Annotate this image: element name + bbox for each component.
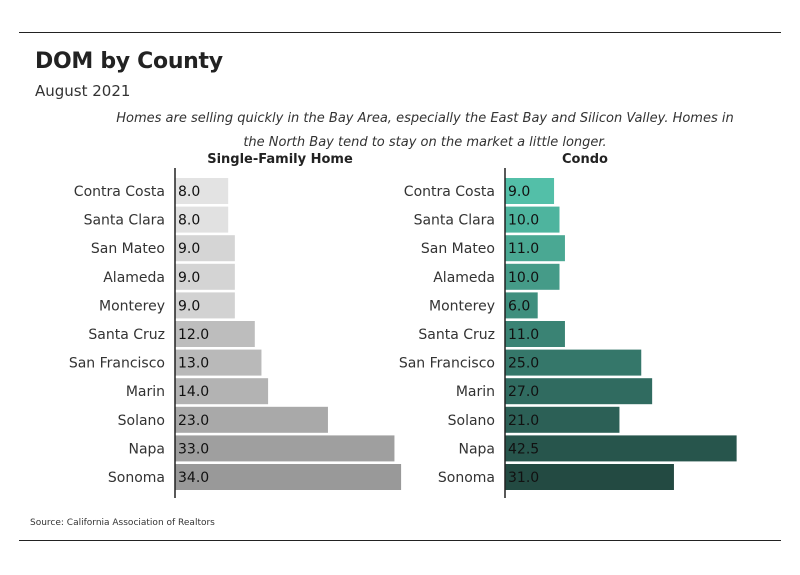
sfh-category-label-monterey: Monterey xyxy=(99,298,165,314)
condo-bar-sonoma xyxy=(505,464,674,490)
source-note: Source: California Association of Realto… xyxy=(30,518,215,528)
sfh-value-label-contra-costa: 8.0 xyxy=(178,184,200,200)
condo-value-label-sonoma: 31.0 xyxy=(508,470,539,486)
condo-bar-santa-clara xyxy=(505,206,560,233)
chart-title: DOM by County xyxy=(35,49,223,74)
sfh-panel-title: Single-Family Home xyxy=(207,152,353,167)
condo-category-label-monterey: Monterey xyxy=(429,298,495,314)
sfh-value-label-marin: 14.0 xyxy=(178,384,209,400)
sfh-bar-santa-cruz xyxy=(175,321,255,347)
sfh-panel: Single-Family Home Contra Costa 8.0 Santa C… xyxy=(69,152,402,498)
sfh-bar-santa-clara xyxy=(175,206,229,233)
condo-category-label-marin: Marin xyxy=(456,384,495,400)
chart-subtitle: August 2021 xyxy=(35,82,131,100)
bottom-rule xyxy=(19,540,781,541)
sfh-bar-san-francisco xyxy=(175,349,262,376)
sfh-value-label-napa: 33.0 xyxy=(178,441,209,457)
sfh-category-label-santa-clara: Santa Clara xyxy=(84,213,165,229)
sfh-value-label-solano: 23.0 xyxy=(178,413,209,429)
condo-value-label-marin: 27.0 xyxy=(508,384,539,400)
sfh-bar-monterey xyxy=(175,292,235,319)
condo-bar-solano xyxy=(505,406,620,433)
sfh-bar-contra-costa xyxy=(175,178,229,204)
sfh-value-label-san-mateo: 9.0 xyxy=(178,241,200,257)
condo-panel: Condo Contra Costa 9.0 Santa Clara 10.0 San M… xyxy=(399,152,737,498)
condo-category-label-santa-clara: Santa Clara xyxy=(414,213,495,229)
sfh-value-label-sonoma: 34.0 xyxy=(178,470,209,486)
condo-panel-title: Condo xyxy=(562,152,608,167)
top-rule xyxy=(19,32,781,33)
sfh-bar-alameda xyxy=(175,263,235,290)
condo-category-label-sonoma: Sonoma xyxy=(438,470,495,486)
sfh-bar-marin xyxy=(175,378,269,405)
condo-value-label-santa-clara: 10.0 xyxy=(508,213,539,229)
sfh-category-label-contra-costa: Contra Costa xyxy=(74,184,165,200)
condo-category-label-alameda: Alameda xyxy=(433,270,495,286)
sfh-bar-napa xyxy=(175,435,395,462)
condo-bar-napa xyxy=(505,435,737,462)
sfh-category-label-san-francisco: San Francisco xyxy=(69,356,165,372)
condo-value-label-santa-cruz: 11.0 xyxy=(508,327,539,343)
sfh-category-label-san-mateo: San Mateo xyxy=(91,241,165,257)
condo-bar-alameda xyxy=(505,263,560,290)
condo-bar-monterey xyxy=(505,292,538,319)
condo-category-label-solano: Solano xyxy=(448,413,495,429)
condo-value-label-san-mateo: 11.0 xyxy=(508,241,539,257)
sfh-value-label-santa-clara: 8.0 xyxy=(178,213,200,229)
condo-category-label-san-mateo: San Mateo xyxy=(421,241,495,257)
sfh-bar-san-mateo xyxy=(175,235,235,262)
condo-value-label-napa: 42.5 xyxy=(508,441,539,457)
condo-bar-san-mateo xyxy=(505,235,565,262)
sfh-value-label-santa-cruz: 12.0 xyxy=(178,327,209,343)
sfh-category-label-marin: Marin xyxy=(126,384,165,400)
condo-bar-santa-cruz xyxy=(505,321,565,347)
condo-value-label-monterey: 6.0 xyxy=(508,298,530,314)
sfh-value-label-alameda: 9.0 xyxy=(178,270,200,286)
condo-bar-san-francisco xyxy=(505,349,642,376)
sfh-value-label-monterey: 9.0 xyxy=(178,298,200,314)
sfh-category-label-napa: Napa xyxy=(128,441,165,457)
condo-value-label-solano: 21.0 xyxy=(508,413,539,429)
chart-note: Homes are selling quickly in the Bay Are… xyxy=(116,111,734,150)
sfh-bar-sonoma xyxy=(175,464,402,490)
condo-value-label-alameda: 10.0 xyxy=(508,270,539,286)
condo-value-label-san-francisco: 25.0 xyxy=(508,356,539,372)
sfh-category-label-solano: Solano xyxy=(118,413,165,429)
condo-bar-marin xyxy=(505,378,653,405)
condo-category-label-santa-cruz: Santa Cruz xyxy=(418,327,495,343)
condo-category-label-napa: Napa xyxy=(458,441,495,457)
condo-value-label-contra-costa: 9.0 xyxy=(508,184,530,200)
sfh-category-label-alameda: Alameda xyxy=(103,270,165,286)
sfh-bar-solano xyxy=(175,406,328,433)
condo-category-label-san-francisco: San Francisco xyxy=(399,356,495,372)
sfh-category-label-santa-cruz: Santa Cruz xyxy=(88,327,165,343)
condo-bar-contra-costa xyxy=(505,178,555,204)
sfh-category-label-sonoma: Sonoma xyxy=(108,470,165,486)
sfh-value-label-san-francisco: 13.0 xyxy=(178,356,209,372)
condo-category-label-contra-costa: Contra Costa xyxy=(404,184,495,200)
